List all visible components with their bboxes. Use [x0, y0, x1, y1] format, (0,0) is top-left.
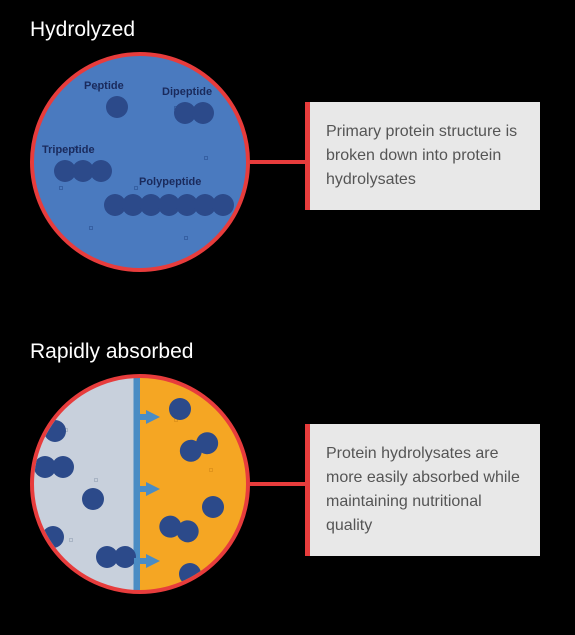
speck [204, 156, 208, 160]
molecule [82, 488, 104, 510]
label-peptide: Peptide [84, 80, 124, 92]
molecule-peptide [106, 96, 128, 118]
speck [94, 478, 98, 482]
speck [134, 186, 138, 190]
label-polypeptide: Polypeptide [139, 176, 201, 188]
speck [209, 468, 213, 472]
absorbed-row: Protein hydrolysates are more easily abs… [0, 374, 575, 604]
molecule [42, 526, 64, 548]
speck [59, 186, 63, 190]
molecule [34, 456, 74, 478]
molecule [169, 398, 191, 420]
section-title-hydrolyzed: Hydrolyzed [30, 18, 575, 42]
section-absorbed: Rapidly absorbed [0, 340, 575, 604]
absorbed-circle-wrap [30, 374, 250, 594]
molecule [44, 420, 66, 442]
desc-hydrolyzed: Primary protein structure is broken down… [305, 102, 540, 210]
speck [69, 538, 73, 542]
connector-line [250, 482, 305, 486]
speck [184, 236, 188, 240]
molecule-dipeptide [174, 102, 214, 124]
arrow-icon [146, 482, 160, 496]
molecule [176, 429, 222, 466]
label-dipeptide: Dipeptide [162, 86, 212, 98]
hydrolyzed-row: Peptide Dipeptide Tripeptide Polypeptide [0, 52, 575, 282]
desc-absorbed: Protein hydrolysates are more easily abs… [305, 424, 540, 556]
label-tripeptide: Tripeptide [42, 144, 95, 156]
section-title-absorbed: Rapidly absorbed [30, 340, 575, 364]
arrow-icon [146, 554, 160, 568]
hydrolyzed-circle: Peptide Dipeptide Tripeptide Polypeptide [30, 52, 250, 272]
connector-line [250, 160, 305, 164]
molecule [202, 496, 224, 518]
hydrolyzed-circle-wrap: Peptide Dipeptide Tripeptide Polypeptide [30, 52, 250, 272]
molecule-tripeptide [54, 160, 112, 182]
molecule [157, 513, 201, 545]
molecule [179, 563, 201, 585]
molecule [96, 546, 136, 568]
section-hydrolyzed: Hydrolyzed Peptide Dipeptide Tripep [0, 18, 575, 282]
molecule-polypeptide [104, 194, 234, 216]
arrow-icon [146, 410, 160, 424]
absorbed-circle [30, 374, 250, 594]
speck [89, 226, 93, 230]
